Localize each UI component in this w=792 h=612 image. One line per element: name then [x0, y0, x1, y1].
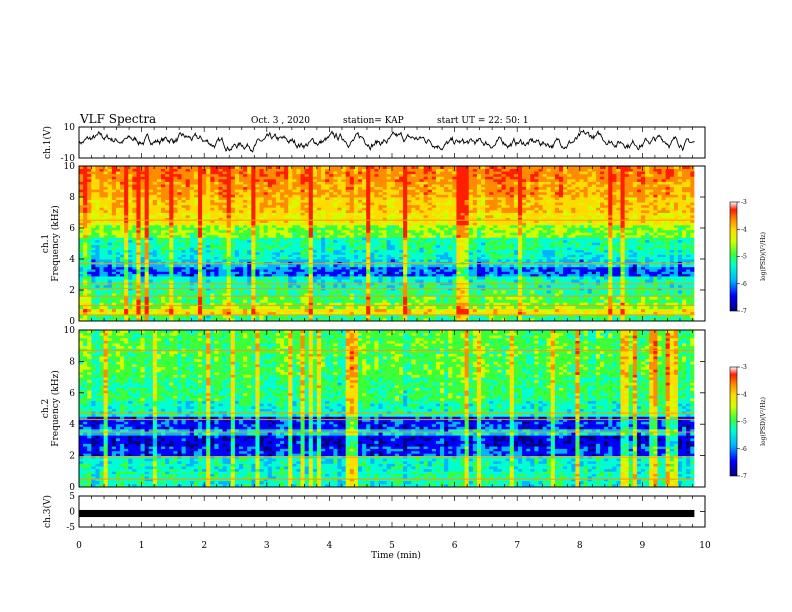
x-tick-label: 1	[139, 541, 145, 551]
time-axis-label: Time (min)	[371, 550, 421, 561]
y-tick-label: 0	[69, 317, 75, 327]
y-tick-label: 8	[69, 193, 75, 203]
date-label: Oct. 3 , 2020	[251, 116, 310, 126]
y-tick-label: 2	[69, 286, 75, 296]
start-time-label: start UT = 22: 50: 1	[437, 116, 529, 126]
y-tick-label: 10	[64, 326, 76, 336]
ch1-spectrogram-frame	[78, 165, 706, 322]
ch2-spectrogram-frame	[78, 329, 706, 488]
ch3-waveform-ylabel: ch.3(V)	[42, 495, 53, 528]
ch1-spectrogram-panel: 0 2 4 6 8 10 ch.1 Frequency (kHz)	[41, 162, 706, 327]
y-tick-label: 6	[69, 224, 75, 234]
colorbar-tick-label: -7	[741, 308, 747, 315]
x-tick-label: 0	[76, 541, 82, 551]
ch2-colorbar: -3 -4 -5 -6 -7 log(PSD)(V²/Hz)	[729, 364, 767, 480]
y-tick-label: 4	[69, 420, 75, 430]
colorbar-tick-label: -3	[741, 199, 747, 206]
ch2-spectrogram-heatmap	[79, 330, 695, 488]
time-axis: 0 1 2 3 4 5 6 7 8 9 10	[76, 541, 711, 551]
x-tick-label: 4	[327, 541, 333, 551]
figure-title: VLF Spectra	[79, 112, 156, 126]
colorbar-gradient	[729, 366, 738, 477]
x-tick-label: 8	[577, 541, 583, 551]
ch3-waveform-trace	[79, 509, 695, 518]
ch1-colorbar: -3 -4 -5 -6 -7 log(PSD)(V²/Hz)	[729, 199, 767, 315]
colorbar-tick-label: -6	[741, 446, 747, 453]
y-tick-label: -10	[61, 154, 76, 164]
colorbar-tick-label: -4	[741, 391, 747, 398]
ch3-waveform-panel: 5 0 -5 ch.3(V)	[42, 492, 706, 533]
y-tick-label: 2	[69, 452, 75, 462]
colorbar-gradient	[729, 201, 738, 312]
x-tick-label: 7	[514, 541, 520, 551]
x-tick-label: 3	[264, 541, 270, 551]
station-label: station= KAP	[343, 116, 404, 126]
ch1-spectrogram-ylabel-line: ch.1	[41, 234, 51, 253]
y-tick-label: 0	[69, 508, 75, 518]
ch1-waveform-ylabel: ch.1(V)	[42, 126, 53, 159]
colorbar-label: log(PSD)(V²/Hz)	[760, 397, 767, 446]
y-tick-label: 10	[64, 162, 76, 172]
ch1-waveform-frame	[78, 126, 706, 159]
x-tick-label: 9	[640, 541, 646, 551]
colorbar-tick-label: -5	[741, 419, 747, 426]
y-tick-label: -5	[66, 523, 75, 533]
y-tick-label: 5	[69, 492, 75, 502]
x-tick-label: 6	[452, 541, 458, 551]
colorbar-tick-label: -7	[741, 473, 747, 480]
y-tick-label: 4	[69, 255, 75, 265]
ch1-waveform-panel: 10 -10 ch.1(V)	[42, 123, 706, 164]
ch2-spectrogram-ylabel-line: ch.2	[41, 399, 51, 418]
ch1-spectrogram-heatmap	[79, 166, 695, 322]
y-tick-label: 10	[64, 123, 76, 133]
colorbar-tick-label: -4	[741, 226, 747, 233]
ch1-spectrogram-ylabel-line: Frequency (kHz)	[50, 205, 61, 282]
colorbar-tick-label: -5	[741, 254, 747, 261]
colorbar-tick-label: -6	[741, 281, 747, 288]
x-tick-label: 5	[389, 541, 395, 551]
ch2-spectrogram-panel: 0 2 4 6 8 10 ch.2 Frequency (kHz)	[41, 326, 706, 493]
colorbar-tick-label: -3	[741, 364, 747, 371]
ch2-spectrogram-ylabel-line: Frequency (kHz)	[50, 370, 61, 447]
colorbar-label: log(PSD)(V²/Hz)	[760, 232, 767, 281]
x-tick-label: 2	[201, 541, 207, 551]
x-tick-label: 10	[699, 541, 711, 551]
y-tick-label: 0	[69, 483, 75, 493]
y-tick-label: 6	[69, 389, 75, 399]
ch1-waveform-trace	[78, 129, 695, 153]
y-tick-label: 8	[69, 357, 75, 367]
